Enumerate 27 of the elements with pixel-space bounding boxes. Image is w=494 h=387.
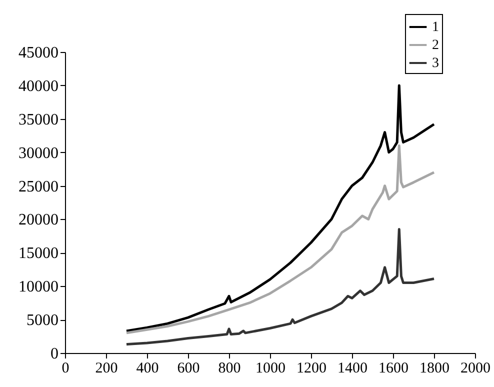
x-tick-label: 1600	[378, 360, 408, 376]
x-tick-label: 1000	[256, 360, 286, 376]
y-tick-label: 10000	[18, 278, 58, 296]
x-tick-label: 2000	[460, 360, 490, 376]
x-tick-label: 1400	[338, 360, 368, 376]
x-tick-label: 400	[136, 360, 159, 376]
x-tick-label: 1200	[296, 360, 326, 376]
y-tick-label: 30000	[18, 144, 58, 162]
line-series	[125, 144, 436, 334]
line-series	[125, 228, 436, 346]
y-tick-label: 15000	[18, 245, 58, 262]
legend-label: 1	[432, 20, 439, 35]
x-tick-label: 0	[62, 360, 70, 376]
x-tick-label: 1800	[420, 360, 450, 376]
y-tick-label: 45000	[18, 44, 58, 62]
y-tick-label: 5000	[26, 312, 58, 330]
y-tick-label: 25000	[18, 178, 58, 196]
y-tick-label: 40000	[18, 78, 58, 95]
y-tick-label: 20000	[18, 212, 58, 229]
x-tick-label: 600	[177, 360, 200, 376]
x-tick-label: 800	[218, 360, 241, 376]
y-tick-label: 35000	[18, 111, 58, 128]
line-series	[125, 84, 436, 332]
legend-label: 2	[432, 38, 439, 53]
y-tick-label: 0	[50, 346, 58, 362]
legend-label: 3	[432, 56, 439, 71]
x-tick-label: 200	[95, 360, 118, 376]
